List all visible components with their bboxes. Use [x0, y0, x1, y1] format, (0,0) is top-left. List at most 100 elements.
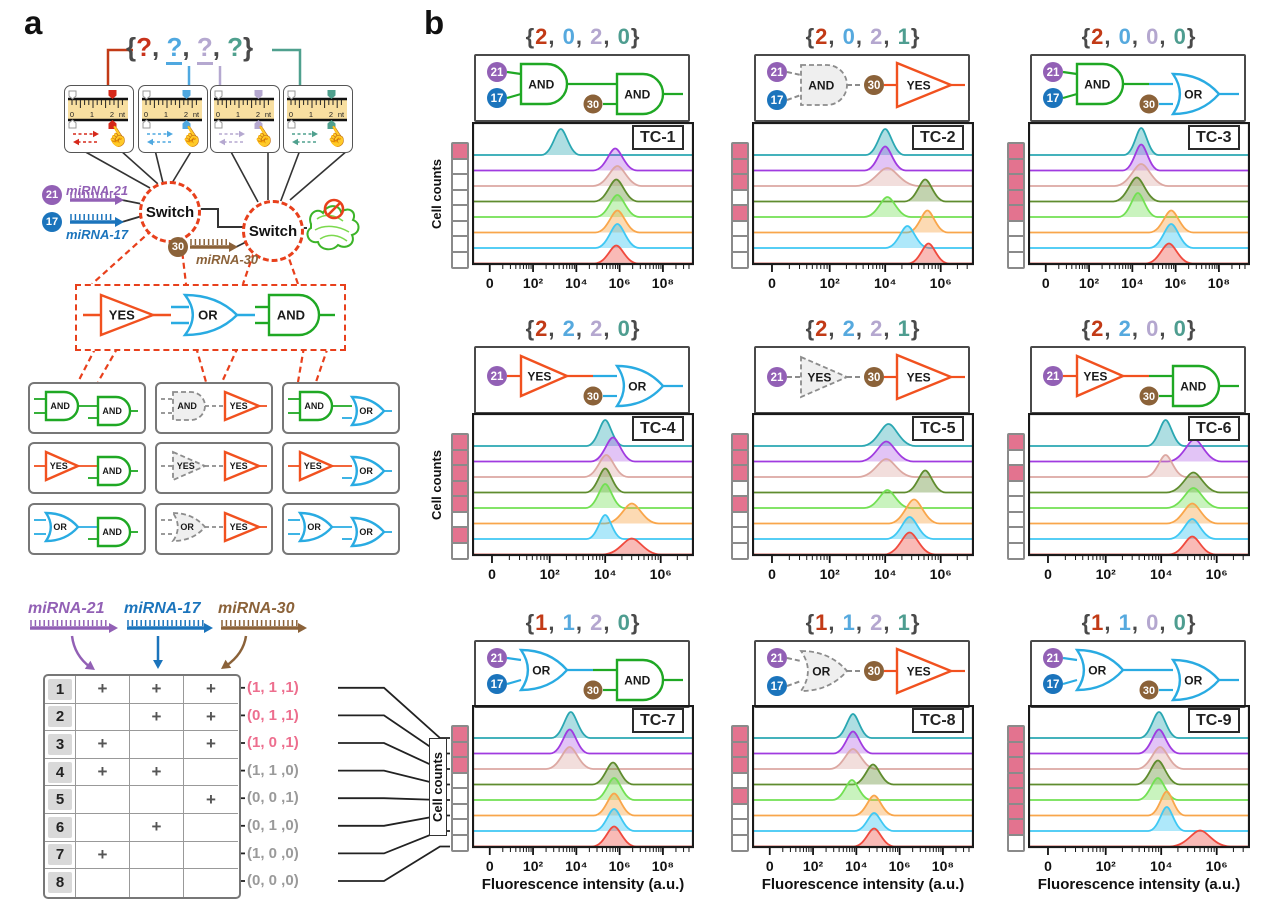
histogram-curve-olive — [472, 178, 694, 203]
truth-table: 1 + + +2 + +3 + +4 + +5 +6 +7 +8 — [43, 674, 241, 899]
mirna-node — [1139, 680, 1159, 700]
parameter-value: 1 — [535, 610, 549, 635]
condition-checkbox[interactable] — [1007, 833, 1025, 852]
histogram-curve-salmon — [472, 454, 694, 478]
slider-handle[interactable] — [182, 90, 191, 99]
red-dashed-link — [296, 346, 306, 383]
plus-mark: + — [151, 817, 162, 837]
truth-cell — [76, 703, 130, 732]
histogram-plot — [472, 413, 694, 563]
gate-label: AND — [624, 673, 650, 687]
slider-handle-zero[interactable] — [287, 90, 296, 100]
condition-checkbox[interactable] — [731, 541, 749, 560]
truth-cell: + — [76, 676, 130, 704]
condition-checkbox[interactable] — [731, 833, 749, 852]
condition-checkbox[interactable] — [1007, 250, 1025, 269]
tc-label: TC-9 — [1188, 708, 1240, 733]
separator: , — [182, 32, 197, 62]
connector-path — [70, 635, 91, 668]
condition-checkbox[interactable] — [451, 541, 469, 560]
histogram-curve-teal — [752, 713, 974, 739]
brace-open: { — [805, 24, 816, 49]
gate-palette-graphic: YES OR AND — [83, 293, 335, 337]
condition-checkbox[interactable] — [731, 250, 749, 269]
condition-checkbox[interactable] — [451, 833, 469, 852]
plus-mark: + — [206, 679, 216, 699]
yes-gate — [800, 355, 850, 399]
slider-handle[interactable] — [108, 90, 117, 99]
x-axis-label: Fluorescence intensity (a.u.) — [761, 876, 965, 893]
mirna-node — [583, 386, 603, 406]
ruler-number: 1 — [309, 110, 313, 119]
mirna-node-label: 30 — [868, 666, 881, 678]
condition-checkbox[interactable] — [1007, 541, 1025, 560]
mirna-node-label: 30 — [1143, 391, 1155, 403]
histogram-curve-salmon — [472, 746, 694, 770]
mirna-node-label: 21 — [1047, 653, 1060, 665]
yes-gate — [44, 450, 81, 482]
arrowhead — [109, 623, 118, 633]
slider-handle[interactable] — [254, 90, 263, 99]
slider-handle[interactable] — [327, 90, 336, 99]
gate-label: AND — [102, 406, 122, 416]
circuit-box: 21 17 AND 30 YES — [754, 54, 970, 122]
hand-cursor-icon: ☝ — [247, 121, 277, 150]
x-tick-label: 10⁶ — [649, 566, 672, 582]
mirna-node — [864, 75, 884, 95]
circuit-box: 21 17 AND 30 OR — [1030, 54, 1246, 122]
parameter-value: 1 — [1091, 610, 1105, 635]
parameter-value: 2 — [535, 316, 549, 341]
y-axis-label: Cell counts — [429, 738, 447, 836]
condition-checkbox[interactable] — [451, 250, 469, 269]
gate-label: OR — [532, 663, 550, 677]
tuple-link — [338, 845, 450, 882]
histogram-curve-teal — [1028, 127, 1250, 156]
mirna-node — [1043, 648, 1063, 668]
gate-combo-OR-OR: OR OR — [282, 503, 400, 555]
mirna-node-label: 21 — [771, 67, 784, 79]
parameter-value: 1 — [562, 610, 576, 635]
slider-handle — [108, 120, 117, 129]
input-tuple: (1, 0 ,0) — [247, 844, 299, 862]
connector-path — [786, 94, 802, 101]
histogram-curve-olive — [1028, 759, 1250, 786]
slider-handle-zero[interactable] — [142, 90, 151, 100]
circuit-box: 21 17 OR 30 YES — [754, 640, 970, 708]
histogram-curve-cyan — [752, 516, 974, 540]
histogram-curve-red — [472, 244, 694, 265]
separator: , — [1104, 24, 1119, 49]
mirna-node-label: 17 — [1047, 679, 1060, 691]
gate-label: OR — [359, 406, 373, 416]
mirna-node-label: 21 — [771, 653, 784, 665]
circuit-graphic: 21 YES 30 YES — [767, 353, 965, 401]
x-tick-label: 10² — [1095, 858, 1116, 874]
histogram-curve-cyan — [472, 514, 694, 540]
arrowhead — [93, 130, 99, 138]
mirna-label: miRNA-21 — [28, 600, 105, 617]
parameter-set-title: {1, 1, 2, 1} — [752, 610, 974, 636]
x-tick-label: 10² — [522, 275, 544, 291]
gate-label: OR — [628, 379, 646, 393]
x-tick-label: 0 — [765, 858, 774, 874]
truth-row-number-cell: 3 — [45, 731, 76, 759]
histogram-curve-red — [1028, 535, 1250, 556]
histogram-curve-olive — [752, 763, 974, 786]
input-tuple: (0, 0 ,0) — [247, 872, 299, 890]
arrowhead — [239, 130, 245, 138]
histogram-curve-orange — [1028, 502, 1250, 525]
or-gate — [614, 364, 665, 408]
arrowhead — [167, 130, 173, 138]
parameter-value: 1 — [897, 316, 911, 341]
slider-handle-zero[interactable] — [68, 90, 77, 100]
mirna-node — [864, 367, 884, 387]
parameter-value: 2 — [590, 24, 604, 49]
gate-palette-box: YES OR AND — [75, 284, 346, 351]
yes-gate — [519, 354, 571, 398]
separator: , — [575, 610, 591, 635]
plus-mark: + — [151, 679, 162, 699]
truth-cell: + — [184, 676, 238, 704]
slider-handle-zero[interactable] — [214, 90, 223, 100]
parameter-value: 0 — [1146, 610, 1160, 635]
connector-path — [1062, 678, 1078, 686]
and-gate — [1171, 364, 1221, 408]
